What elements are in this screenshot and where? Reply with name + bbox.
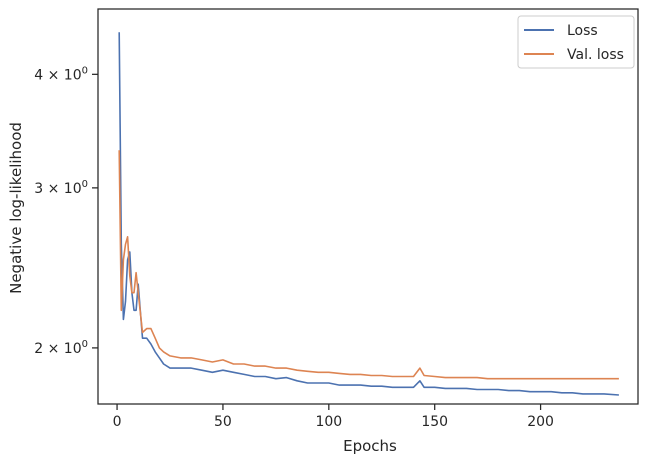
y-tick-base: 10 bbox=[64, 67, 82, 83]
y-axis-label: Negative log-likelihood bbox=[7, 122, 25, 294]
x-axis-label: Epochs bbox=[343, 437, 397, 455]
x-tick-label: 150 bbox=[421, 414, 448, 430]
x-tick-label: 0 bbox=[113, 414, 122, 430]
y-tick-base: 10 bbox=[64, 341, 82, 357]
x-tick-label: 200 bbox=[527, 414, 554, 430]
y-tick-label: 4 × 100 bbox=[34, 65, 88, 83]
y-tick-exponent: 0 bbox=[82, 65, 88, 76]
y-tick-base: 10 bbox=[64, 181, 82, 197]
y-tick-exponent: 0 bbox=[82, 179, 88, 190]
y-tick-mantissa: 4 bbox=[34, 67, 43, 83]
legend-loss-label: Loss bbox=[567, 23, 598, 39]
legend-val-loss-label: Val. loss bbox=[567, 47, 624, 63]
y-tick-exponent: 0 bbox=[82, 339, 88, 350]
x-tick-label: 100 bbox=[315, 414, 342, 430]
y-tick-mantissa: 2 bbox=[34, 341, 43, 357]
val-loss-series-line bbox=[118, 150, 619, 380]
y-tick-label: 3 × 100 bbox=[34, 179, 88, 197]
plot-frame bbox=[97, 8, 639, 405]
y-tick-label: 2 × 100 bbox=[34, 339, 88, 357]
legend: Loss Val. loss bbox=[517, 15, 635, 69]
x-tick-label: 50 bbox=[214, 414, 232, 430]
y-tick-mantissa: 3 bbox=[34, 181, 43, 197]
series-layer bbox=[118, 32, 619, 396]
